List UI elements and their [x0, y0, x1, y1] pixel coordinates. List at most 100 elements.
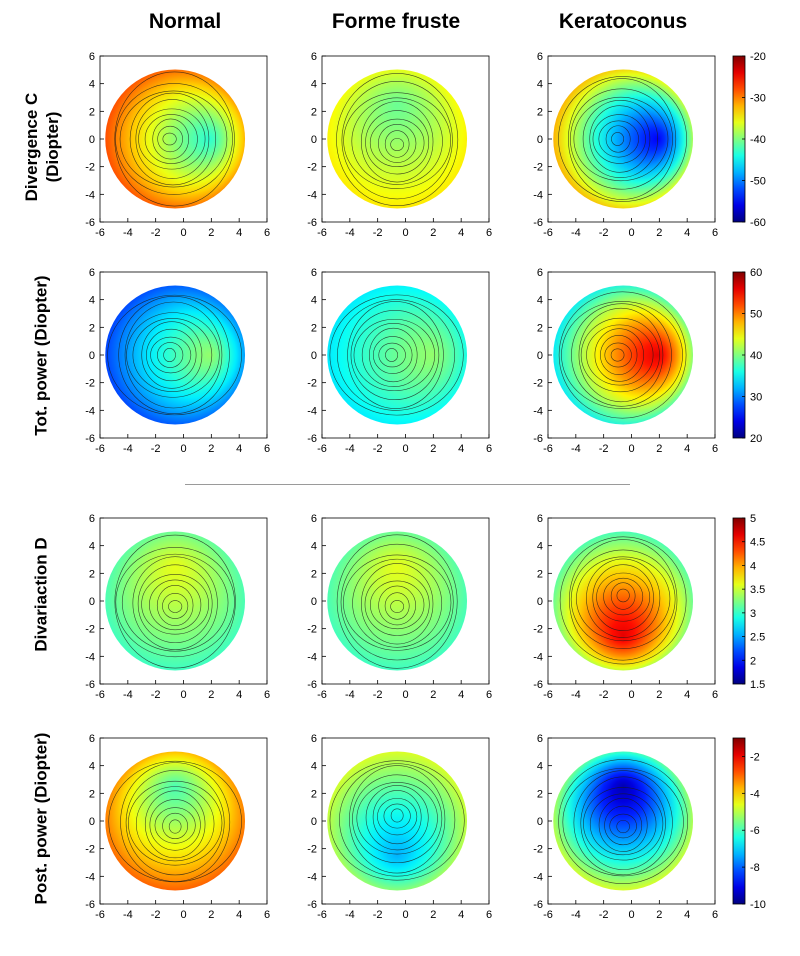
contour-line	[598, 120, 639, 158]
contour-line	[558, 291, 687, 419]
contour-line	[558, 759, 689, 884]
contour-line	[141, 574, 209, 635]
x-tick-label: 6	[486, 689, 492, 701]
contour-line	[144, 790, 206, 859]
y-tick-label: 6	[89, 733, 95, 745]
colorbar-gradient	[732, 517, 746, 685]
contour-line	[568, 539, 678, 661]
y-tick-label: -6	[85, 433, 95, 445]
contour-line	[573, 96, 669, 182]
x-tick-label: 0	[628, 227, 634, 239]
x-tick-label: 6	[712, 227, 718, 239]
contour-disc	[553, 531, 694, 671]
y-tick-label: -4	[307, 651, 317, 663]
y-tick-label: -2	[85, 624, 95, 636]
contour-line	[390, 600, 405, 613]
x-tick-label: -6	[317, 443, 327, 455]
x-tick-label: 0	[402, 909, 408, 921]
contour-line	[586, 324, 654, 386]
y-tick-label: -6	[533, 899, 543, 911]
y-tick-label: -6	[85, 679, 95, 691]
contour-line	[114, 71, 235, 207]
x-tick-label: 6	[486, 443, 492, 455]
contour-line	[562, 767, 684, 877]
section-divider	[185, 484, 630, 485]
contour-line	[385, 348, 399, 362]
y-tick-label: 0	[89, 350, 95, 362]
x-tick-label: -4	[345, 909, 355, 921]
y-tick-label: -2	[85, 162, 95, 174]
contour-line	[605, 125, 631, 153]
x-tick-label: 6	[264, 909, 270, 921]
contour-line	[611, 132, 625, 146]
contour-line	[378, 585, 416, 626]
x-tick-label: -6	[543, 227, 553, 239]
y-tick-label: -2	[533, 624, 543, 636]
x-tick-label: 4	[458, 227, 464, 239]
contour-line	[377, 797, 418, 836]
y-tick-label: -4	[533, 871, 543, 883]
colorbar-tick-label: 30	[750, 392, 762, 404]
x-tick-label: 0	[402, 227, 408, 239]
x-tick-label: -6	[95, 443, 105, 455]
contour-line	[580, 776, 666, 870]
x-tick-label: -6	[317, 227, 327, 239]
colorbar-tick-label: -6	[750, 825, 760, 837]
y-tick-label: -6	[85, 899, 95, 911]
colorbar-tick-label: 2.5	[750, 632, 765, 644]
colorbar-tick-label: -2	[750, 751, 760, 763]
y-tick-label: -4	[307, 405, 317, 417]
x-tick-label: -2	[373, 443, 383, 455]
x-tick-label: -2	[151, 689, 161, 701]
colorbar-row3: -2 -4 -6 -8 -10	[732, 737, 766, 911]
contour-line	[589, 105, 651, 173]
y-tick-label: 2	[89, 322, 95, 334]
y-tick-label: -2	[307, 624, 317, 636]
contour-line	[576, 556, 671, 642]
contour-line	[163, 347, 176, 363]
x-tick-label: 0	[402, 689, 408, 701]
contour-line	[353, 318, 436, 392]
contour-panel-r0c2: -6-6 -4 -4 -2 -2 0 0 2 2 4 4 6 6	[533, 51, 718, 239]
contour-line	[390, 138, 404, 151]
x-tick-label: 4	[458, 689, 464, 701]
contour-line	[372, 336, 413, 374]
contour-line	[150, 336, 192, 374]
contour-line	[343, 554, 452, 651]
contour-line	[329, 760, 465, 881]
contour-line	[138, 108, 206, 170]
colorbar-tick-label: -20	[750, 51, 766, 63]
contour-line	[129, 92, 217, 186]
y-tick-label: 0	[311, 350, 317, 362]
y-tick-label: 4	[537, 541, 543, 553]
x-tick-label: -2	[151, 227, 161, 239]
y-tick-label: -6	[85, 217, 95, 229]
y-tick-label: -2	[307, 378, 317, 390]
contour-disc	[327, 531, 468, 671]
x-tick-label: 2	[656, 689, 662, 701]
colorbar-tick-label: 60	[750, 267, 762, 279]
contour-line	[337, 299, 456, 411]
y-tick-label: 2	[311, 568, 317, 580]
y-tick-label: -4	[533, 189, 543, 201]
y-tick-label: 0	[537, 350, 543, 362]
x-tick-label: -2	[151, 443, 161, 455]
contour-line	[582, 99, 658, 179]
x-tick-label: 4	[236, 443, 242, 455]
y-tick-label: -6	[307, 679, 317, 691]
contour-panel-r1c1: -6-6 -4 -4 -2 -2 0 0 2 2 4 4 6 6	[307, 267, 492, 455]
contour-line	[336, 534, 458, 669]
x-tick-label: -4	[123, 227, 133, 239]
contour-line	[157, 125, 183, 153]
column-title-forme-fruste: Forme fruste	[331, 10, 461, 33]
contour-line	[369, 580, 425, 630]
contour-line	[168, 600, 183, 613]
contour-panel-r2c0: -6-6 -4 -4 -2 -2 0 0 2 2 4 4 6 6	[85, 513, 270, 701]
contour-line	[558, 76, 688, 202]
contour-line	[616, 588, 630, 603]
contour-line	[384, 592, 410, 620]
x-tick-label: -6	[95, 689, 105, 701]
x-tick-label: 2	[208, 909, 214, 921]
contour-disc	[105, 69, 246, 209]
y-tick-label: -4	[85, 871, 95, 883]
